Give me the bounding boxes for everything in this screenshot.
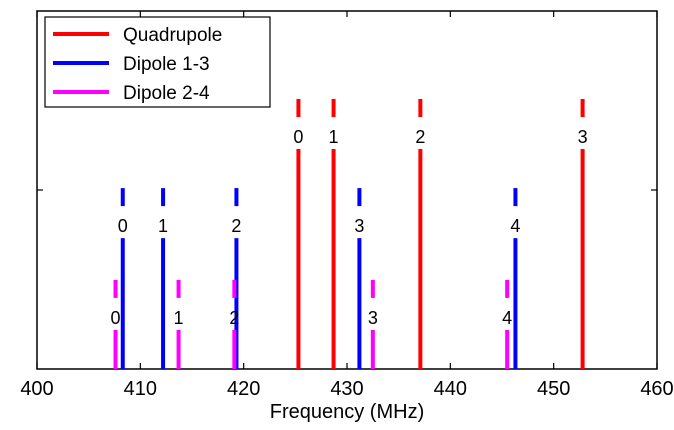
mode-label: 0 [293,127,303,147]
mode-label: 3 [578,127,588,147]
mode-label: 4 [502,308,512,328]
x-tick-label: 430 [330,378,363,400]
mode-label: 2 [415,127,425,147]
legend: Quadrupole Dipole 1-3 Dipole 2-4 [44,16,271,108]
mode-label: 1 [158,216,168,236]
legend-entry: Dipole 1-3 [123,54,210,75]
x-axis-label: Frequency (MHz) [270,401,424,423]
axis-ticks: 400 410 420 430 440 450 460 [20,11,674,400]
mode-label: 1 [329,127,339,147]
mode-label: 0 [118,216,128,236]
legend-entry: Dipole 2-4 [123,83,210,104]
mode-label: 3 [368,308,378,328]
x-tick-label: 460 [640,378,673,400]
legend-entry: Quadrupole [123,25,222,46]
mode-label: 1 [174,308,184,328]
x-tick-label: 440 [434,378,467,400]
mode-label: 4 [510,216,520,236]
x-tick-label: 450 [537,378,570,400]
mode-label: 3 [354,216,364,236]
x-tick-label: 420 [227,378,260,400]
chart-marks: 0 1 2 3 0 1 2 3 4 0 1 2 3 4 [111,99,588,369]
mode-label: 2 [229,308,239,328]
mode-label: 2 [231,216,241,236]
x-tick-label: 400 [20,378,53,400]
mode-label: 0 [111,308,121,328]
x-tick-label: 410 [124,378,157,400]
